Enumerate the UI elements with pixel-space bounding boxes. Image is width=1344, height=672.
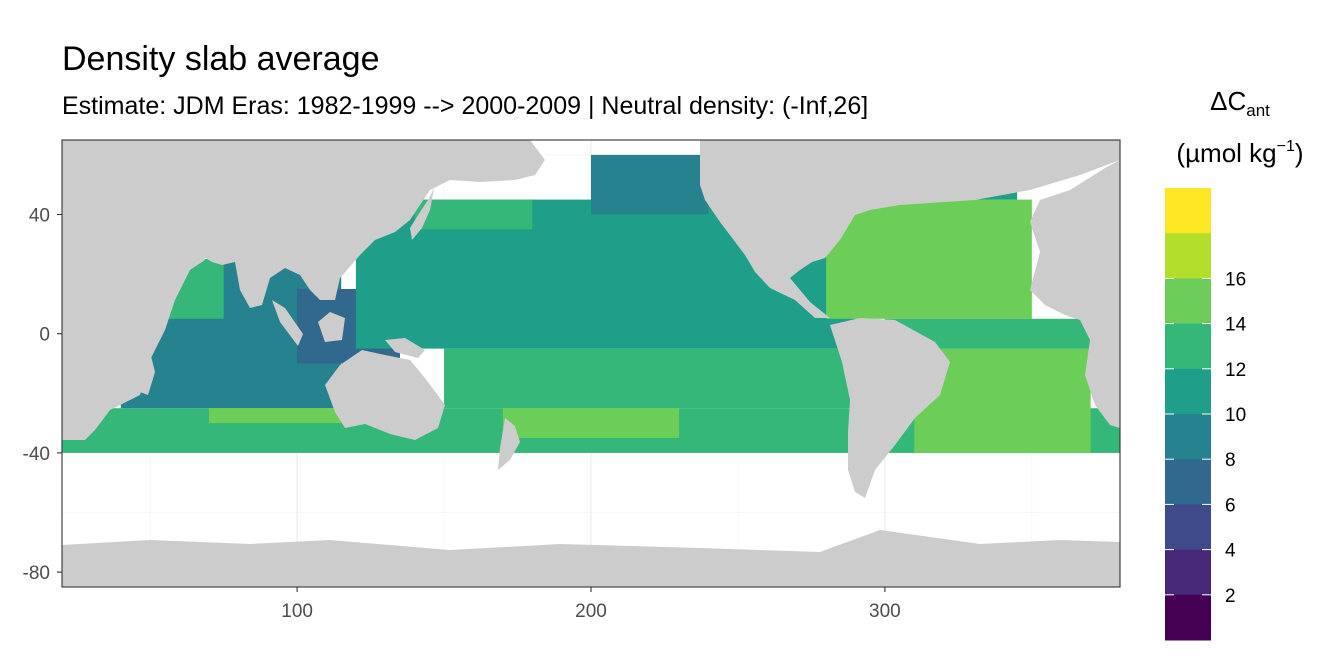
x-tick-label: 200 [575,601,607,622]
legend-label: 12 [1225,360,1246,381]
land-greenland [970,140,1120,175]
legend-swatch [1165,188,1211,234]
y-tick-label: 0 [39,325,50,346]
land-africa [62,140,205,440]
legend-swatch [1165,549,1211,596]
plot-title: Density slab average [62,40,380,78]
legend-swatch [1165,323,1211,370]
land-madagascar [137,352,155,395]
x-tick-label: 300 [869,601,901,622]
ocean-region-kuroshio [414,199,533,230]
x-tick-label: 100 [281,601,313,622]
legend-label: 4 [1225,541,1236,562]
legend-swatch [1165,278,1211,325]
land-europe-africa-east [1030,160,1120,428]
legend-subscript: ant [1246,101,1270,120]
legend-swatch [1165,594,1211,641]
land-south-america [830,318,950,498]
legend-unit-sup: −1 [1276,138,1295,155]
legend-swatch [1165,233,1211,279]
ocean-region-northeast-pacific [591,154,709,215]
land-antarctica [62,530,1120,587]
map-panel [62,140,1120,587]
x-axis: 100 200 300 [281,587,901,622]
land-borneo [318,312,345,342]
legend-unit-close: ) [1294,138,1304,168]
land-new-guinea [385,338,425,358]
land-new-zealand [498,418,520,470]
land-japan [410,188,434,240]
legend-label: 6 [1225,495,1236,516]
land-eurasia [150,140,545,308]
ocean-region-south-pacific-core [502,408,680,438]
legend-colorbar: 2 4 6 8 10 12 14 16 [1165,188,1247,641]
ocean-region-south-pacific [444,348,856,409]
legend-title-symbol: ΔCant [1160,86,1320,121]
legend-label: 14 [1225,315,1247,336]
y-tick-label: -40 [23,444,50,465]
legend-swatch [1165,414,1211,460]
y-tick-label: -80 [23,563,50,584]
legend-title-unit: (µmol kg−1) [1160,138,1320,169]
y-axis: 40 0 -40 -80 [23,206,62,584]
plot-subtitle: Estimate: JDM Eras: 1982-1999 --> 2000-2… [62,92,869,120]
ocean-region-indian-south-core [208,408,342,424]
legend-symbol: ΔC [1210,86,1247,116]
land-australia [325,350,445,440]
legend-unit-open: (µmol kg [1176,138,1277,168]
legend-swatch [1165,459,1211,505]
land-sumatra [272,300,303,346]
ocean-region-north-atlantic [826,199,1032,319]
legend-swatch [1165,504,1211,551]
legend-swatch [1165,368,1211,415]
land-north-america [700,140,1120,318]
legend-label: 2 [1225,586,1236,607]
land-layer [62,140,1120,587]
legend-label: 16 [1225,269,1246,290]
legend-label: 8 [1225,450,1236,471]
y-tick-label: 40 [29,206,50,227]
legend-label: 10 [1225,405,1246,426]
